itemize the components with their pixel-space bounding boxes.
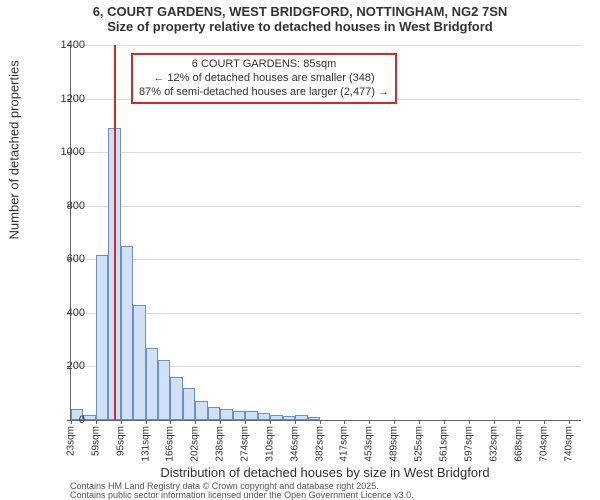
annotation-box: 6 COURT GARDENS: 85sqm← 12% of detached … <box>131 53 397 104</box>
gridline <box>71 45 581 46</box>
xtick-mark <box>220 420 221 424</box>
histogram-bar <box>83 415 95 420</box>
xtick-mark <box>494 420 495 424</box>
xtick-label: 310sqm <box>265 426 276 462</box>
xtick-mark <box>320 420 321 424</box>
footer-line2: Contains public sector information licen… <box>70 491 580 500</box>
xtick-label: 131sqm <box>140 426 151 462</box>
xtick-label: 382sqm <box>315 426 326 462</box>
xtick-mark <box>344 420 345 424</box>
y-axis-label-wrap: Number of detached properties <box>0 0 20 500</box>
ytick-label: 400 <box>25 307 85 319</box>
xtick-label: 274sqm <box>240 426 251 462</box>
histogram-bar <box>245 411 257 420</box>
histogram-bar <box>220 409 232 420</box>
xtick-label: 525sqm <box>414 426 425 462</box>
annotation-line: 6 COURT GARDENS: 85sqm <box>139 58 389 72</box>
histogram-bar <box>208 407 220 420</box>
xtick-label: 202sqm <box>190 426 201 462</box>
ytick-label: 600 <box>25 253 85 265</box>
xtick-label: 23sqm <box>66 426 77 456</box>
xtick-label: 740sqm <box>563 426 574 462</box>
ytick-label: 0 <box>25 414 85 426</box>
histogram-bar <box>158 360 170 420</box>
xtick-label: 59sqm <box>90 426 101 456</box>
xtick-mark <box>170 420 171 424</box>
xtick-label: 668sqm <box>513 426 524 462</box>
xtick-mark <box>519 420 520 424</box>
xtick-mark <box>195 420 196 424</box>
gridline <box>71 313 581 314</box>
xtick-label: 597sqm <box>464 426 475 462</box>
xtick-mark <box>295 420 296 424</box>
plot-area: 6 COURT GARDENS: 85sqm← 12% of detached … <box>70 45 581 421</box>
histogram-bar <box>183 388 195 420</box>
title-line1: 6, COURT GARDENS, WEST BRIDGFORD, NOTTIN… <box>0 4 600 19</box>
histogram-bar <box>133 305 145 420</box>
chart-container: 6, COURT GARDENS, WEST BRIDGFORD, NOTTIN… <box>0 0 600 500</box>
title-block: 6, COURT GARDENS, WEST BRIDGFORD, NOTTIN… <box>0 4 600 34</box>
xtick-label: 166sqm <box>165 426 176 462</box>
xtick-mark <box>419 420 420 424</box>
annotation-line: 87% of semi-detached houses are larger (… <box>139 86 389 100</box>
xtick-mark <box>245 420 246 424</box>
xtick-label: 453sqm <box>364 426 375 462</box>
gridline <box>71 206 581 207</box>
xtick-mark <box>569 420 570 424</box>
xtick-label: 95sqm <box>115 426 126 456</box>
marker-line <box>114 45 116 420</box>
histogram-bar <box>308 417 320 420</box>
xtick-label: 632sqm <box>488 426 499 462</box>
histogram-bar <box>96 255 108 420</box>
xtick-mark <box>146 420 147 424</box>
xtick-mark <box>444 420 445 424</box>
histogram-bar <box>170 377 182 420</box>
title-line2: Size of property relative to detached ho… <box>0 19 600 34</box>
xtick-mark <box>270 420 271 424</box>
histogram-bar <box>270 415 282 420</box>
gridline <box>71 259 581 260</box>
ytick-label: 800 <box>25 200 85 212</box>
histogram-bar <box>295 415 307 420</box>
y-axis-label: Number of detached properties <box>7 60 22 239</box>
footer: Contains HM Land Registry data © Crown c… <box>70 482 580 500</box>
histogram-bar <box>283 416 295 420</box>
annotation-line: ← 12% of detached houses are smaller (34… <box>139 72 389 86</box>
xtick-label: 489sqm <box>389 426 400 462</box>
xtick-mark <box>121 420 122 424</box>
xtick-mark <box>394 420 395 424</box>
histogram-bar <box>146 348 158 420</box>
xtick-label: 238sqm <box>215 426 226 462</box>
histogram-bar <box>121 246 133 420</box>
xtick-mark <box>369 420 370 424</box>
gridline <box>71 152 581 153</box>
xtick-mark <box>96 420 97 424</box>
histogram-bar <box>258 413 270 420</box>
ytick-label: 1000 <box>25 146 85 158</box>
xtick-mark <box>544 420 545 424</box>
xtick-label: 704sqm <box>538 426 549 462</box>
xtick-label: 346sqm <box>290 426 301 462</box>
xtick-mark <box>469 420 470 424</box>
histogram-bar <box>195 401 207 420</box>
ytick-label: 1200 <box>25 93 85 105</box>
histogram-bar <box>233 411 245 420</box>
xtick-label: 417sqm <box>339 426 350 462</box>
x-axis-label: Distribution of detached houses by size … <box>70 465 580 480</box>
ytick-label: 1400 <box>25 39 85 51</box>
xtick-label: 561sqm <box>439 426 450 462</box>
ytick-label: 200 <box>25 360 85 372</box>
